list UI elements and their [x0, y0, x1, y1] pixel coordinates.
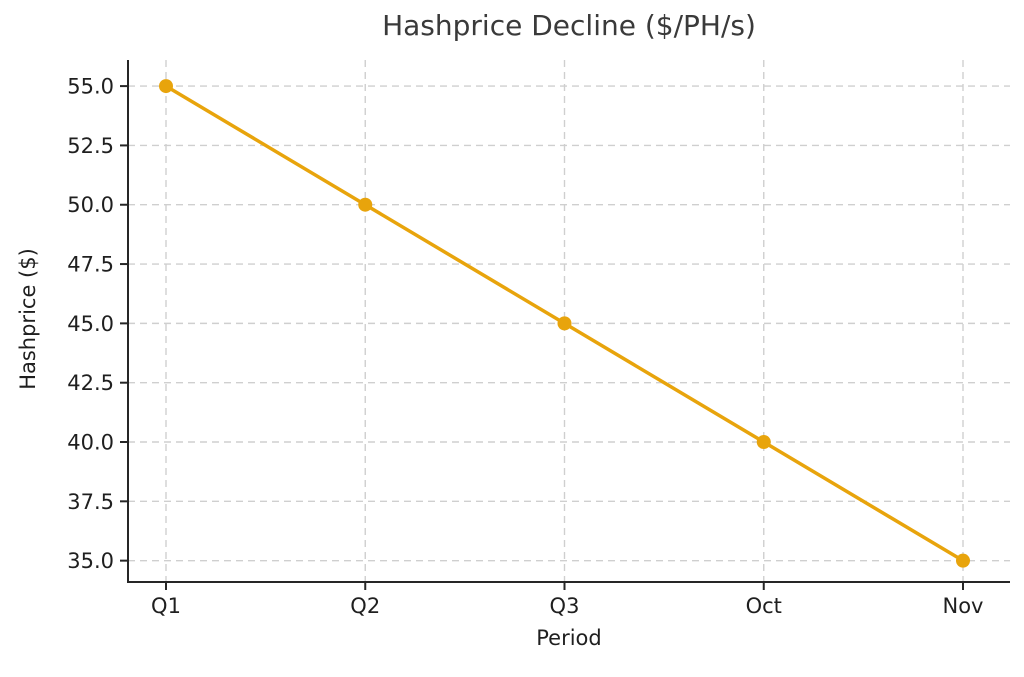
axis-layer: 35.0 37.5 40.0 42.5 45.0 47.5 50.0 52.5 55.0 Q1 Q2…	[67, 60, 1010, 618]
y-tick-label: 45.0	[67, 312, 114, 336]
y-tick-label: 40.0	[67, 431, 114, 455]
x-axis-label: Period	[536, 626, 602, 650]
data-point-marker	[358, 197, 373, 212]
x-tick-label: Q3	[550, 594, 580, 618]
x-tick-label: Q2	[350, 594, 380, 618]
x-tick-label: Oct	[746, 594, 782, 618]
y-tick-label: 42.5	[67, 371, 114, 395]
series-layer	[159, 79, 970, 568]
data-point-marker	[756, 435, 771, 450]
y-tick-label: 35.0	[67, 549, 114, 573]
y-tick-label: 52.5	[67, 134, 114, 158]
y-tick-label: 37.5	[67, 490, 114, 514]
x-tick-label: Nov	[943, 594, 984, 618]
data-point-marker	[557, 316, 572, 331]
y-axis-label: Hashprice ($)	[16, 248, 40, 390]
chart-title: Hashprice Decline ($/PH/s)	[382, 9, 756, 42]
y-tick-label: 47.5	[67, 253, 114, 277]
x-tick-label: Q1	[151, 594, 181, 618]
data-point-marker	[956, 553, 970, 568]
y-tick-label: 55.0	[67, 75, 114, 99]
y-tick-label: 50.0	[67, 193, 114, 217]
data-point-marker	[159, 79, 173, 94]
